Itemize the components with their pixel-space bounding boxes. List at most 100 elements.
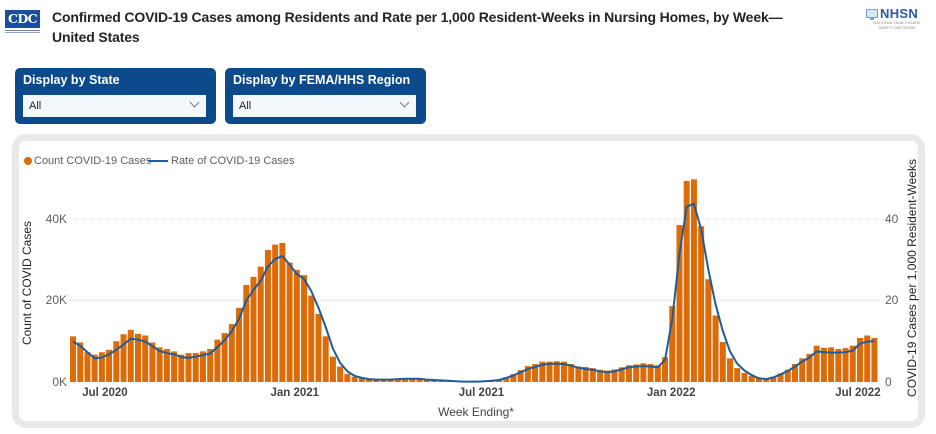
count-bar[interactable]: [279, 242, 286, 382]
legend-rate-label[interactable]: Rate of COVID-19 Cases: [171, 155, 295, 167]
count-bar[interactable]: [842, 348, 849, 382]
count-bar[interactable]: [712, 315, 719, 382]
count-bar[interactable]: [763, 378, 770, 382]
count-bar[interactable]: [257, 266, 264, 382]
count-bar[interactable]: [546, 361, 553, 382]
count-bar[interactable]: [532, 364, 539, 382]
count-bar[interactable]: [358, 378, 365, 382]
count-bar[interactable]: [719, 342, 726, 382]
count-bar[interactable]: [192, 353, 199, 382]
count-bar[interactable]: [286, 262, 293, 382]
count-bar[interactable]: [178, 354, 185, 382]
count-bar[interactable]: [84, 352, 91, 382]
count-bar[interactable]: [503, 377, 510, 382]
count-bar[interactable]: [633, 364, 640, 382]
count-bar[interactable]: [366, 379, 373, 382]
count-bar[interactable]: [575, 366, 582, 382]
count-bar[interactable]: [524, 366, 531, 382]
count-bar[interactable]: [510, 374, 517, 382]
count-bar[interactable]: [799, 358, 806, 382]
count-bar[interactable]: [856, 337, 863, 382]
count-bar[interactable]: [243, 284, 250, 382]
count-bar[interactable]: [654, 365, 661, 382]
count-bar[interactable]: [849, 345, 856, 382]
count-bar[interactable]: [597, 369, 604, 382]
count-bar[interactable]: [91, 354, 98, 382]
count-bar[interactable]: [221, 333, 228, 382]
count-bar[interactable]: [236, 307, 243, 382]
count-bar[interactable]: [741, 373, 748, 382]
count-bar[interactable]: [322, 336, 329, 382]
count-bar[interactable]: [120, 334, 127, 382]
count-bar[interactable]: [127, 329, 134, 382]
count-bar[interactable]: [134, 333, 141, 382]
count-bar[interactable]: [813, 345, 820, 382]
count-bar[interactable]: [329, 356, 336, 382]
count-bar[interactable]: [662, 357, 669, 382]
count-bar[interactable]: [647, 364, 654, 382]
count-bar[interactable]: [553, 361, 560, 382]
count-bar[interactable]: [748, 375, 755, 382]
count-bar[interactable]: [792, 364, 798, 382]
count-bar[interactable]: [517, 370, 524, 382]
count-bar[interactable]: [351, 376, 358, 382]
count-bar[interactable]: [250, 276, 257, 382]
count-bar[interactable]: [539, 361, 546, 382]
count-bar[interactable]: [625, 365, 632, 382]
count-bar[interactable]: [301, 275, 308, 382]
count-bar[interactable]: [669, 306, 676, 382]
rate-series-line[interactable]: [72, 202, 875, 383]
count-bar[interactable]: [163, 348, 170, 382]
count-bar[interactable]: [806, 353, 813, 382]
count-bar[interactable]: [171, 351, 178, 382]
state-filter-dropdown[interactable]: All: [23, 95, 206, 117]
region-filter-dropdown[interactable]: All: [233, 95, 416, 117]
count-bar[interactable]: [734, 368, 741, 382]
count-bar[interactable]: [828, 347, 835, 382]
count-bar[interactable]: [149, 342, 156, 382]
count-bar[interactable]: [264, 249, 271, 382]
count-bar[interactable]: [604, 370, 611, 382]
count-bar[interactable]: [611, 369, 618, 382]
count-bar[interactable]: [199, 351, 206, 382]
count-bar[interactable]: [394, 378, 401, 382]
count-bar[interactable]: [784, 369, 791, 382]
count-bar[interactable]: [690, 179, 697, 382]
count-bar[interactable]: [618, 367, 625, 382]
count-bar[interactable]: [423, 379, 430, 382]
count-bar[interactable]: [676, 225, 683, 382]
count-bar[interactable]: [568, 364, 575, 382]
count-bar[interactable]: [315, 313, 322, 382]
count-bar[interactable]: [308, 295, 315, 382]
count-bar[interactable]: [402, 378, 409, 382]
count-bar[interactable]: [755, 378, 762, 382]
count-bar[interactable]: [70, 336, 76, 382]
count-bar[interactable]: [560, 361, 567, 382]
count-bar[interactable]: [272, 244, 279, 382]
count-bar[interactable]: [337, 366, 344, 382]
count-bar[interactable]: [142, 335, 149, 382]
count-bar[interactable]: [835, 348, 842, 382]
count-bar[interactable]: [156, 347, 163, 382]
count-bar[interactable]: [582, 366, 589, 382]
count-bar[interactable]: [185, 353, 192, 382]
count-bar[interactable]: [820, 347, 827, 382]
count-bar[interactable]: [207, 348, 214, 382]
count-bar[interactable]: [698, 226, 705, 382]
count-bar[interactable]: [409, 378, 416, 382]
count-bar[interactable]: [416, 378, 423, 382]
count-bar[interactable]: [228, 324, 235, 382]
count-bar[interactable]: [293, 269, 300, 382]
count-bar[interactable]: [106, 349, 113, 382]
count-bar[interactable]: [871, 337, 878, 382]
count-bar[interactable]: [113, 341, 120, 382]
count-bar[interactable]: [777, 373, 784, 382]
legend-count-label[interactable]: Count COVID-19 Cases: [34, 155, 152, 167]
count-bar[interactable]: [705, 279, 712, 382]
count-bar[interactable]: [344, 373, 351, 382]
count-bar[interactable]: [77, 342, 84, 382]
count-bar[interactable]: [98, 352, 105, 382]
count-bar[interactable]: [214, 339, 221, 382]
count-bar[interactable]: [640, 363, 647, 382]
count-bar[interactable]: [770, 376, 777, 382]
